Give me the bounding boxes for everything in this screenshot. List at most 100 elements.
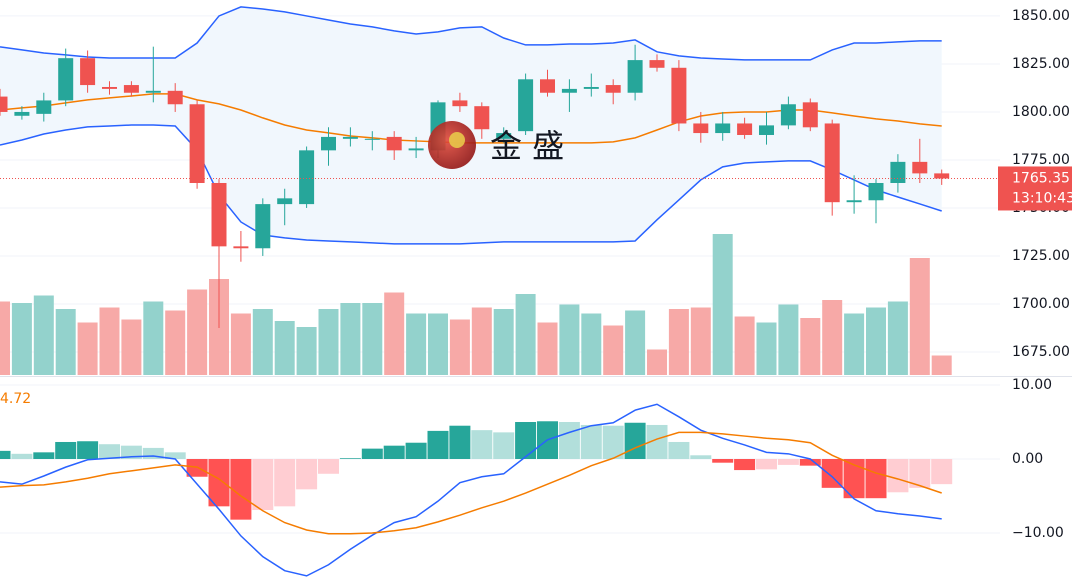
macd-histogram-bar bbox=[712, 458, 734, 463]
candle-body bbox=[846, 200, 862, 203]
candle-body bbox=[671, 67, 687, 124]
candle-body bbox=[342, 136, 358, 139]
macd-histogram-bar bbox=[471, 430, 493, 459]
y-tick-label: 10.00 bbox=[1012, 377, 1052, 393]
candle-body bbox=[408, 148, 424, 151]
candle-body bbox=[496, 133, 512, 139]
macd-pane bbox=[0, 384, 1000, 577]
macd-histogram-bar bbox=[734, 458, 756, 471]
volume-bar bbox=[230, 313, 251, 375]
candle-body bbox=[561, 88, 577, 93]
macd-histogram-bar bbox=[515, 422, 537, 459]
candle-body bbox=[0, 96, 8, 112]
macd-histogram-bar bbox=[427, 430, 449, 459]
macd-histogram-bar bbox=[602, 425, 624, 459]
volume-bar bbox=[187, 289, 208, 375]
volume-bar bbox=[384, 292, 405, 375]
y-tick-label: −10.00 bbox=[1012, 525, 1064, 541]
candle-body bbox=[364, 138, 380, 140]
price-pane bbox=[0, 6, 1000, 375]
bb-lower-line bbox=[0, 124, 942, 245]
macd-histogram-bar bbox=[296, 458, 318, 490]
candle-body bbox=[627, 60, 643, 93]
last-price-label: 1765.35 bbox=[1012, 170, 1070, 186]
volume-bar bbox=[647, 349, 667, 375]
macd-histogram-bar bbox=[777, 458, 799, 465]
volume-bar bbox=[690, 307, 711, 375]
volume-bar bbox=[449, 319, 470, 375]
macd-histogram-bar bbox=[646, 424, 668, 459]
y-tick-label: 1775.00 bbox=[1012, 152, 1070, 168]
macd-histogram-bar bbox=[624, 422, 646, 459]
candle-body bbox=[474, 106, 490, 130]
macd-histogram-bar bbox=[339, 458, 361, 459]
macd-histogram-bar bbox=[252, 458, 274, 511]
volume-bar bbox=[559, 304, 580, 375]
macd-line bbox=[0, 403, 942, 577]
volume-bar bbox=[668, 309, 689, 375]
candle-body bbox=[649, 60, 665, 68]
volume-bar bbox=[121, 319, 142, 375]
candle-body bbox=[759, 125, 774, 135]
candle-body bbox=[868, 182, 884, 201]
bb-upper-line bbox=[0, 6, 942, 61]
macd-histogram-bar bbox=[11, 453, 33, 459]
volume-bar bbox=[909, 258, 930, 375]
last-price-badge bbox=[998, 166, 1072, 211]
volume-bar bbox=[734, 316, 755, 375]
macd-histogram-bar bbox=[821, 458, 843, 488]
macd-histogram-bar bbox=[580, 424, 602, 459]
y-tick-label: 1675.00 bbox=[1012, 344, 1070, 360]
macd-histogram-bar bbox=[558, 422, 580, 459]
candle-body bbox=[167, 90, 183, 105]
volume-bar bbox=[800, 318, 821, 375]
volume-bar bbox=[362, 303, 383, 375]
volume-bar bbox=[428, 313, 448, 375]
watermark-text: 金 盛 bbox=[490, 127, 564, 165]
candle-body bbox=[14, 111, 30, 116]
y-tick-label: 1800.00 bbox=[1012, 104, 1070, 120]
volume-bar bbox=[274, 321, 295, 375]
volume-bar bbox=[252, 309, 273, 375]
volume-bar bbox=[77, 322, 98, 375]
macd-histogram-bar bbox=[274, 458, 296, 507]
indicator-label: 4.72 bbox=[0, 391, 31, 407]
volume-bar bbox=[887, 301, 908, 375]
volume-bar bbox=[603, 325, 624, 375]
macd-histogram-bar bbox=[909, 458, 931, 488]
volume-bar bbox=[0, 301, 10, 375]
candle-body bbox=[145, 90, 161, 93]
macd-histogram-bar bbox=[887, 458, 909, 493]
macd-histogram-bar bbox=[361, 448, 383, 459]
candle-body bbox=[715, 123, 731, 134]
candle-body bbox=[211, 182, 227, 247]
volume-bar bbox=[406, 313, 427, 375]
macd-histogram-bar bbox=[33, 452, 55, 459]
volume-bar bbox=[493, 309, 514, 375]
candle-body bbox=[36, 100, 52, 114]
y-tick-label: 1725.00 bbox=[1012, 248, 1070, 264]
volume-bar bbox=[931, 355, 952, 375]
candle-body bbox=[540, 79, 555, 93]
candle-body bbox=[452, 100, 468, 107]
volume-bar bbox=[33, 295, 54, 375]
macd-histogram-bar bbox=[318, 458, 339, 474]
volume-bar bbox=[778, 304, 799, 375]
macd-histogram-bar bbox=[0, 450, 11, 459]
volume-bar bbox=[165, 310, 186, 375]
candle-body bbox=[693, 123, 709, 134]
macd-histogram-bar bbox=[55, 441, 77, 459]
volume-bar bbox=[625, 310, 646, 375]
y-tick-label: 0.00 bbox=[1012, 451, 1043, 467]
macd-histogram-bar bbox=[931, 458, 953, 485]
macd-histogram-bar bbox=[865, 458, 887, 499]
volume-bar bbox=[143, 301, 164, 375]
macd-histogram-bar bbox=[405, 442, 427, 459]
candle-body bbox=[890, 161, 906, 183]
candle-body bbox=[780, 104, 796, 126]
candle-body bbox=[102, 86, 117, 89]
volume-bar bbox=[844, 313, 865, 375]
macd-histogram-bar bbox=[756, 458, 777, 470]
countdown-label: 13:10:43 bbox=[1012, 190, 1072, 206]
